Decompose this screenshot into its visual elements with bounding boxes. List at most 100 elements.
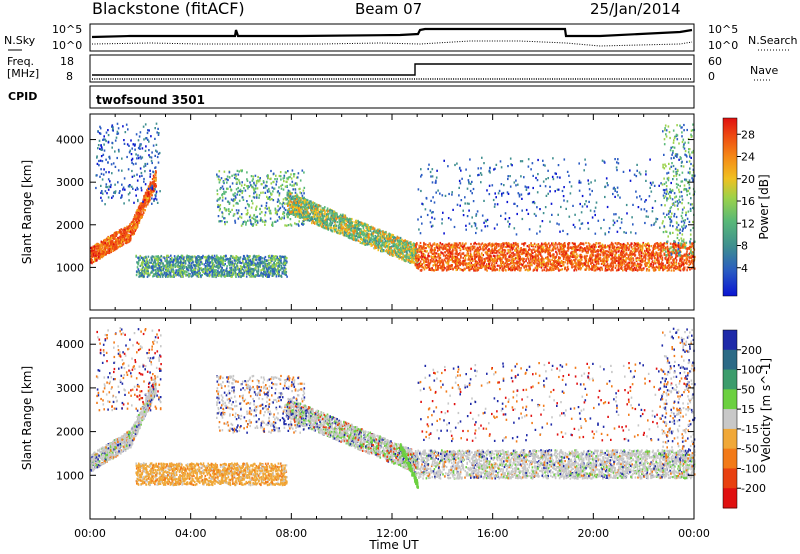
range-cell — [240, 216, 243, 219]
range-cell — [127, 168, 130, 171]
range-cell — [145, 267, 147, 270]
range-cell — [272, 199, 275, 202]
range-cell — [253, 190, 256, 193]
range-cell — [184, 262, 187, 265]
noise-right-tick-bottom: 10^0 — [708, 39, 738, 52]
range-cell — [102, 243, 105, 246]
range-cell — [373, 227, 376, 230]
range-cell — [134, 188, 137, 191]
range-cell — [377, 234, 380, 237]
range-cell — [139, 207, 141, 210]
range-cell — [252, 175, 255, 178]
range-cell — [249, 270, 252, 273]
range-cell — [122, 125, 124, 128]
range-cell — [256, 196, 258, 199]
range-cell — [134, 229, 136, 232]
range-cell — [265, 201, 268, 205]
range-cell — [209, 271, 211, 274]
range-cell — [266, 270, 268, 273]
range-cell — [226, 220, 228, 224]
range-cell — [256, 193, 258, 196]
range-cell — [105, 183, 108, 186]
range-cell — [200, 274, 202, 277]
range-cell — [296, 176, 299, 179]
range-cell — [143, 273, 146, 276]
range-cell — [223, 170, 226, 173]
range-cell — [140, 274, 142, 277]
range-cell — [149, 196, 151, 199]
range-cell — [393, 242, 396, 246]
range-cell — [316, 203, 318, 206]
range-cell — [226, 200, 229, 203]
range-cell — [240, 213, 243, 216]
range-cell — [183, 258, 186, 261]
range-cell — [359, 223, 362, 226]
range-cell — [404, 259, 406, 262]
range-cell — [302, 223, 304, 226]
range-cell — [131, 161, 133, 164]
range-cell — [140, 206, 143, 209]
range-cell — [139, 144, 142, 147]
range-cell — [274, 212, 277, 215]
range-cell — [301, 197, 304, 200]
range-cell — [248, 195, 251, 198]
range-cell — [247, 211, 249, 215]
range-cell — [236, 259, 238, 262]
range-cell — [410, 243, 412, 246]
range-cell — [139, 258, 141, 261]
range-cell — [295, 195, 298, 198]
range-cell — [130, 153, 133, 156]
range-cell — [135, 224, 138, 227]
range-cell — [125, 123, 128, 126]
range-cell — [363, 229, 366, 232]
range-cell — [254, 275, 256, 278]
range-cell — [100, 148, 103, 151]
range-cell — [322, 222, 325, 225]
range-cell — [315, 218, 317, 221]
range-cell — [151, 267, 153, 270]
range-cell — [343, 228, 346, 231]
range-cell — [97, 144, 100, 147]
range-cell — [112, 243, 115, 246]
range-cell — [359, 241, 362, 244]
range-cell — [249, 272, 251, 275]
range-cell — [223, 273, 226, 277]
range-cell — [280, 184, 282, 188]
range-cell — [150, 271, 152, 274]
range-cell — [196, 275, 199, 278]
range-cell — [139, 218, 141, 221]
range-cell — [160, 254, 163, 258]
range-cell — [138, 145, 141, 148]
range-cell — [128, 240, 131, 243]
range-cell — [270, 212, 272, 215]
range-cell — [290, 173, 292, 176]
range-cell — [268, 196, 271, 199]
range-cell — [231, 182, 234, 185]
range-cell — [116, 130, 119, 133]
range-cell — [246, 270, 249, 273]
range-cell — [110, 242, 112, 245]
range-cell — [242, 269, 245, 272]
range-cell — [138, 216, 141, 219]
range-cell — [92, 252, 95, 255]
range-cell — [215, 275, 217, 278]
range-cell — [257, 265, 260, 268]
range-cell — [237, 190, 239, 194]
range-cell — [235, 257, 237, 260]
range-cell — [103, 149, 106, 152]
range-cell — [127, 128, 129, 131]
range-cell — [169, 261, 172, 264]
range-cell — [251, 275, 254, 278]
range-cell — [196, 257, 199, 260]
range-cell — [232, 255, 234, 258]
range-cell — [189, 258, 191, 261]
range-cell — [131, 233, 133, 236]
range-cell — [92, 255, 94, 258]
range-cell — [277, 275, 280, 278]
range-cell — [187, 264, 189, 267]
range-cell — [273, 261, 275, 264]
range-cell — [90, 249, 92, 252]
range-cell — [165, 275, 167, 278]
range-cell — [135, 210, 138, 213]
range-cell — [193, 268, 195, 271]
